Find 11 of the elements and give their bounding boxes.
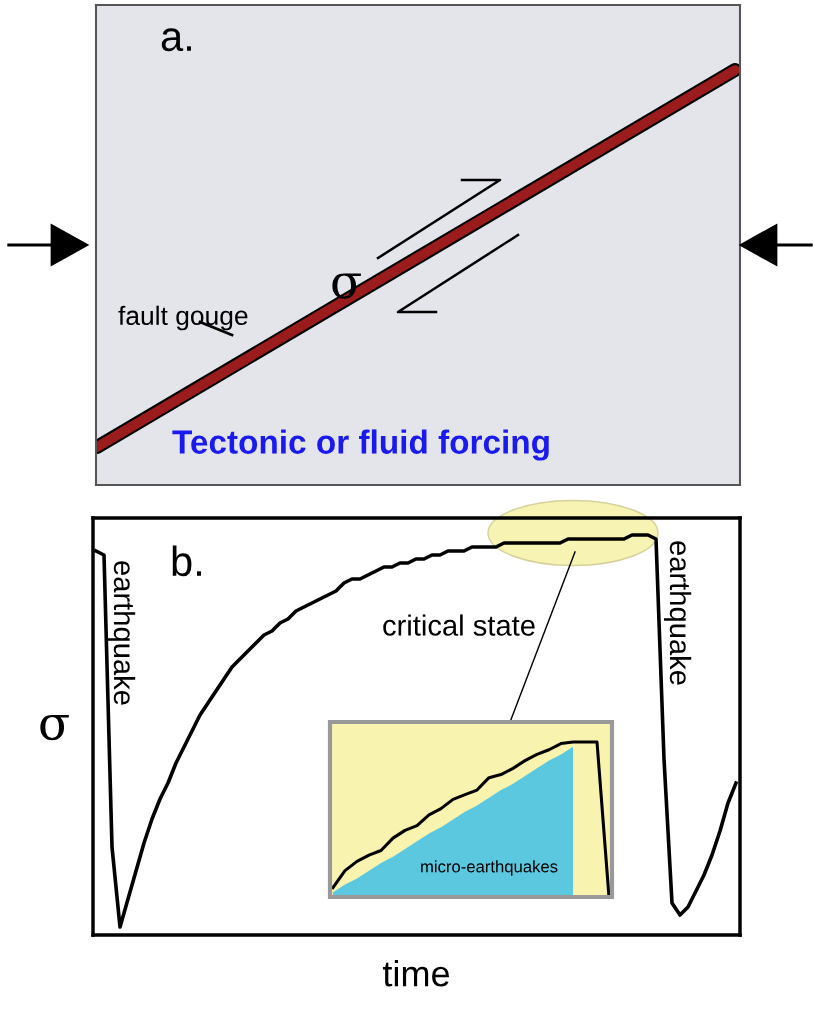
x-axis-title: time [382,960,450,987]
annotation: critical state [383,614,535,636]
annotation: earthquake [108,561,136,705]
y-axis-title: σ [40,715,69,741]
annotation: earthquake [664,541,692,685]
text: Tectonic or fluid forcing [172,429,549,461]
annotation: b. [172,545,201,577]
annotation: micro-earthquakes [421,860,558,876]
text: σ [332,273,361,299]
text: fault gouge [118,305,248,331]
text: a. [161,28,191,52]
